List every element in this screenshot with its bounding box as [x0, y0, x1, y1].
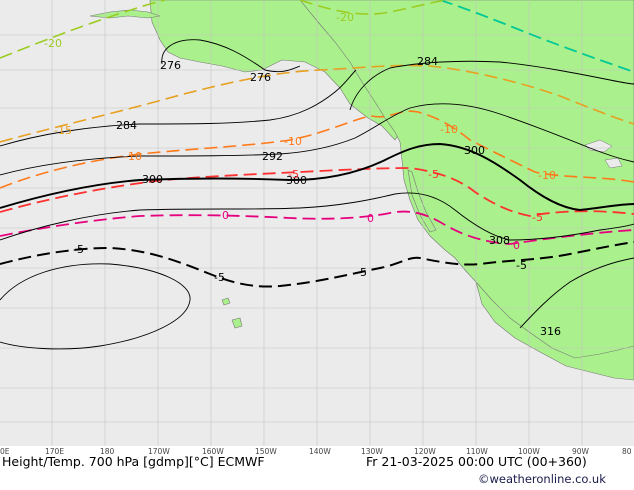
temperature-contours [0, 0, 634, 288]
lon-label: 140W [309, 447, 331, 456]
longitude-labels: 0E 170E 180 170W 160W 150W 140W 130W 120… [0, 447, 632, 456]
height-label: 276 [160, 59, 181, 72]
lon-label: 110W [466, 447, 488, 456]
height-label-group: 276 276 284 284 292 300 300 300 308 316 [116, 55, 561, 338]
height-label: 300 [286, 174, 307, 187]
temp-label: -20 [336, 11, 354, 24]
lon-label: 150W [255, 447, 277, 456]
temp-contour-minus20-b [299, 0, 451, 15]
temp-contour-0 [0, 210, 634, 245]
lon-label: 130W [361, 447, 383, 456]
lon-label: 0E [0, 447, 10, 456]
temp-label: -5 [516, 259, 527, 272]
temp-label: -20 [44, 37, 62, 50]
temp-label: -10 [538, 169, 556, 182]
temp-label: -5 [73, 243, 84, 256]
lon-label: 170E [45, 447, 64, 456]
temp-label-group: -20 -20 -15 -10 -10 -10 -10 -5 -5 -5 0 0… [44, 11, 556, 284]
temp-label: 0 [367, 212, 374, 225]
hawaii-island-1 [221, 297, 231, 306]
height-label: 292 [262, 150, 283, 163]
lon-label: 120W [414, 447, 436, 456]
lon-label: 170W [148, 447, 170, 456]
height-contour-284 [0, 69, 357, 147]
valid-time: Fr 21-03-2025 00:00 UTC (00+360) [366, 454, 587, 469]
lon-label: 80 [622, 447, 632, 456]
temp-label: -10 [284, 135, 302, 148]
lon-label: 160W [202, 447, 224, 456]
hawaii-island-2 [231, 317, 243, 329]
map-description: Height/Temp. 700 hPa [gdmp][°C] ECMWF [2, 454, 265, 469]
height-contour-310-loop [0, 263, 191, 350]
temp-label: -5 [428, 168, 439, 181]
temp-contour-minus20 [0, 0, 166, 59]
height-contour-300 [0, 143, 634, 211]
temp-label: -5 [356, 266, 367, 279]
height-contour-308 [0, 192, 634, 241]
height-contours [0, 39, 634, 350]
height-contour-284-top [349, 60, 634, 111]
temp-label: 0 [513, 239, 520, 252]
temp-label: -15 [54, 124, 72, 137]
height-label: 316 [540, 325, 561, 338]
temp-contour-minus25 [439, 0, 634, 73]
temp-label: -10 [440, 123, 458, 136]
temp-contour-minus5 [0, 167, 634, 217]
height-contour-292 [0, 103, 634, 176]
lon-label: 180 [100, 447, 115, 456]
temp-label: -5 [288, 168, 299, 181]
height-contour-316 [519, 257, 634, 329]
footer-bar [0, 446, 634, 490]
aleutian-islands [89, 9, 161, 19]
temp-label: 0 [222, 209, 229, 222]
height-label: 284 [116, 119, 137, 132]
height-label: 284 [417, 55, 438, 68]
height-label: 300 [464, 144, 485, 157]
lon-label: 100W [518, 447, 540, 456]
temp-contour-minus10 [0, 110, 634, 189]
height-label: 308 [489, 234, 510, 247]
baja-peninsula [407, 169, 437, 233]
height-contour-276 [161, 39, 301, 73]
graticule [0, 0, 634, 446]
temp-label: -5 [532, 211, 543, 224]
height-label: 276 [250, 71, 271, 84]
lon-label: 90W [572, 447, 590, 456]
temp-contour-minus15 [0, 64, 634, 143]
site-credit: ©weatheronline.co.uk [478, 472, 606, 486]
height-label: 300 [142, 173, 163, 186]
temp-contour-plus5 [0, 241, 634, 288]
temp-label: -5 [214, 271, 225, 284]
mexico-south [475, 281, 634, 381]
temp-label: -10 [124, 150, 142, 163]
